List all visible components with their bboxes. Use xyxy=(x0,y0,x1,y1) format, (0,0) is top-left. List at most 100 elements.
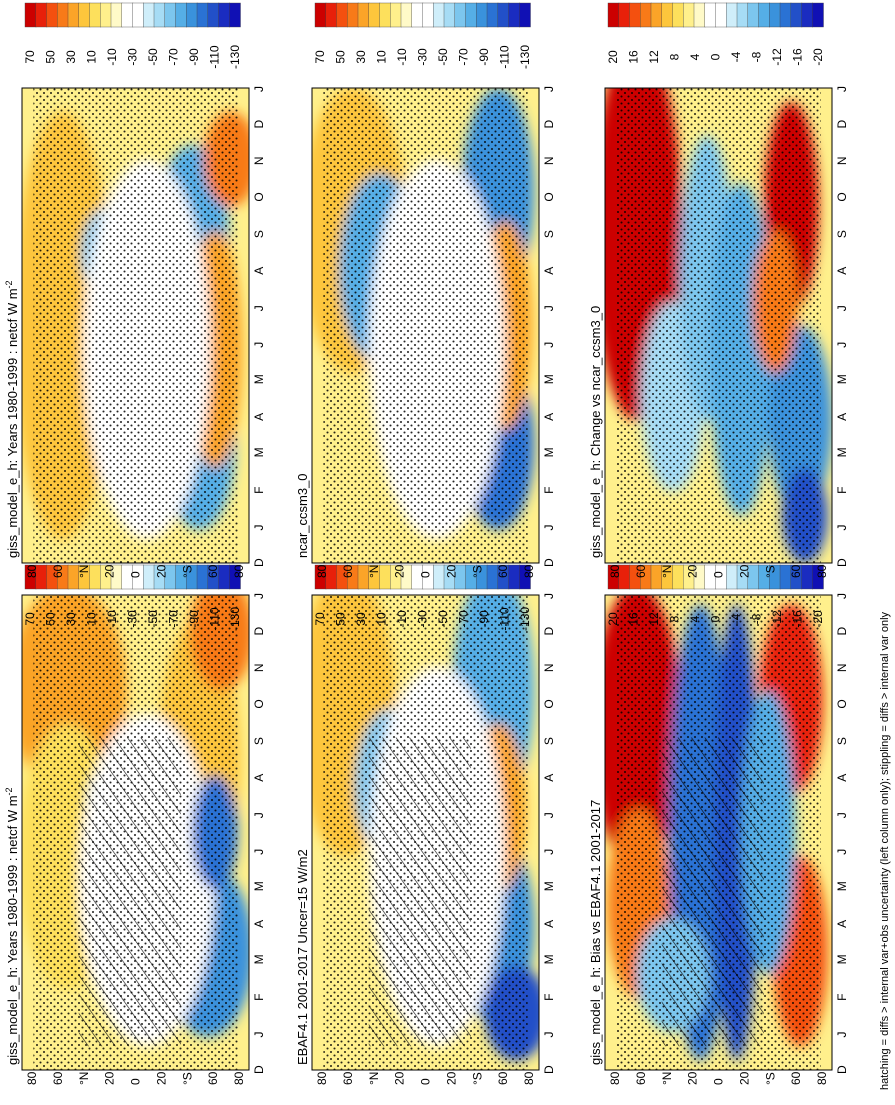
heatmap-field xyxy=(312,595,539,1070)
x-tick-label: F xyxy=(835,994,849,1001)
x-tick-label: J xyxy=(835,593,849,599)
x-tick-label: D xyxy=(252,558,266,567)
colorbar-tick-label: -10 xyxy=(105,48,119,66)
colorbar-tick-label: 12 xyxy=(647,612,661,626)
y-tick-label: 0 xyxy=(712,1078,726,1085)
x-tick-label: M xyxy=(542,374,556,384)
x-tick-label: J xyxy=(542,305,556,311)
colorbar-swatch xyxy=(229,564,241,590)
x-tick-label: M xyxy=(542,881,556,891)
colorbar-swatch xyxy=(519,2,531,28)
colorbar-swatch xyxy=(790,2,803,28)
y-tick-label: 20 xyxy=(686,1071,700,1085)
y-tick-label: °S xyxy=(470,1072,484,1085)
x-tick-label: J xyxy=(542,849,556,855)
y-tick-label: 60 xyxy=(206,564,220,578)
colorbar-tick-label: -110 xyxy=(208,607,222,630)
colorbar-swatch xyxy=(476,2,488,28)
colorbar: 20 16 12 8 4 0 -4 -8 -12 -16 -20 xyxy=(606,2,825,66)
chart-title: giss_model_e_h: Change vs ncar_ccsm3_0 xyxy=(588,306,603,558)
x-tick-label: D xyxy=(835,120,849,129)
y-tick-label: 60 xyxy=(789,1071,803,1085)
plot-frame xyxy=(21,87,250,564)
colorbar-swatch xyxy=(347,2,359,28)
colorbar-tick-label: -12 xyxy=(770,48,784,66)
x-tick-label: A xyxy=(252,774,266,782)
x-tick-label: F xyxy=(835,487,849,494)
x-tick-label: J xyxy=(252,305,266,311)
colorbar-swatch xyxy=(379,564,391,590)
x-tick-label: N xyxy=(542,156,556,165)
plot-frame xyxy=(311,594,540,1071)
y-tick-label: 20 xyxy=(103,1071,117,1085)
colorbar-tick-label: 30 xyxy=(354,612,368,626)
colorbar-tick-label: -10 xyxy=(395,610,409,628)
x-tick-label: J xyxy=(252,593,266,599)
heatmap-field xyxy=(22,88,249,563)
y-tick-label: 20 xyxy=(737,1071,751,1085)
x-tick-label: A xyxy=(542,413,556,421)
colorbar-tick-label: 16 xyxy=(627,612,641,626)
colorbar-tick-label: 30 xyxy=(64,612,78,626)
heatmap-field xyxy=(22,595,249,1070)
y-tick-label: °S xyxy=(763,1072,777,1085)
y-tick-label: 20 xyxy=(737,564,751,578)
colorbar-tick-label: -12 xyxy=(770,610,784,628)
x-tick-label: O xyxy=(542,192,556,201)
colorbar-tick-label: 12 xyxy=(647,50,661,64)
y-tick-label: 60 xyxy=(634,564,648,578)
colorbar-swatch xyxy=(715,2,727,28)
x-tick-label: N xyxy=(252,663,266,672)
colorbar-swatch xyxy=(229,2,241,28)
colorbar-tick-label: 10 xyxy=(85,50,99,64)
y-tick-label: 20 xyxy=(393,564,407,578)
colorbar-tick-label: -130 xyxy=(228,45,242,69)
colorbar-swatch xyxy=(454,2,467,28)
x-tick-label: D xyxy=(542,120,556,129)
colorbar: 70 50 30 10 -10 -30 -50 -70 -90 -110 -130 xyxy=(313,2,532,69)
x-tick-label: A xyxy=(835,774,849,782)
colorbar-tick-label: -10 xyxy=(395,48,409,66)
plot-frame xyxy=(21,594,250,1071)
colorbar-swatch xyxy=(57,2,69,28)
colorbar-tick-label: 10 xyxy=(375,50,389,64)
colorbar-tick-label: 4 xyxy=(688,53,702,60)
colorbar-swatch xyxy=(175,2,187,28)
x-tick-label: M xyxy=(252,447,266,457)
colorbar-tick-label: -20 xyxy=(811,48,825,66)
y-tick-label: 80 xyxy=(315,564,329,578)
colorbar-swatch xyxy=(736,2,749,28)
colorbar-swatch xyxy=(433,2,445,28)
colorbar-tick-label: -30 xyxy=(416,610,430,628)
colorbar-tick-label: 70 xyxy=(23,50,37,64)
x-tick-label: N xyxy=(835,663,849,672)
colorbar-tick-label: 10 xyxy=(375,612,389,626)
colorbar-swatch xyxy=(704,2,717,28)
chart-panel: 80 60 °N 20 0 20 °S 60 80 D J F M A M J J A S O N D Jncar_ccsm… xyxy=(295,2,556,578)
x-tick-label: M xyxy=(835,447,849,457)
x-tick-label: S xyxy=(542,230,556,238)
colorbar: 70 50 30 10 -10 -30 -50 -70 -90 -110 -130 xyxy=(23,564,242,631)
chart-panel: 80 60 °N 20 0 20 °S 60 80 D J F M A M J J A S O N D Jgiss_mode… xyxy=(4,564,266,1085)
colorbar-tick-label: -90 xyxy=(477,48,491,66)
colorbar-tick-label: -20 xyxy=(811,610,825,628)
colorbar: 20 16 12 8 4 0 -4 -8 -12 -16 -20 xyxy=(606,564,825,628)
y-tick-label: 20 xyxy=(444,564,458,578)
title-superscript: -2 xyxy=(4,787,14,795)
y-tick-label: 60 xyxy=(496,564,510,578)
y-tick-label: 80 xyxy=(232,564,246,578)
y-tick-label: 80 xyxy=(25,564,39,578)
y-tick-label: °N xyxy=(367,565,381,578)
colorbar-swatch xyxy=(465,2,477,28)
colorbar-swatch xyxy=(186,2,198,28)
colorbar-tick-label: 10 xyxy=(85,612,99,626)
colorbar-tick-label: -50 xyxy=(436,48,450,66)
x-tick-label: J xyxy=(835,1031,849,1037)
colorbar-tick-label: 30 xyxy=(64,50,78,64)
x-tick-label: A xyxy=(542,920,556,928)
x-tick-label: A xyxy=(252,920,266,928)
colorbar-swatch xyxy=(153,2,166,28)
colorbar-tick-label: -8 xyxy=(750,51,764,62)
y-tick-label: 0 xyxy=(419,1078,433,1085)
x-tick-label: A xyxy=(835,920,849,928)
